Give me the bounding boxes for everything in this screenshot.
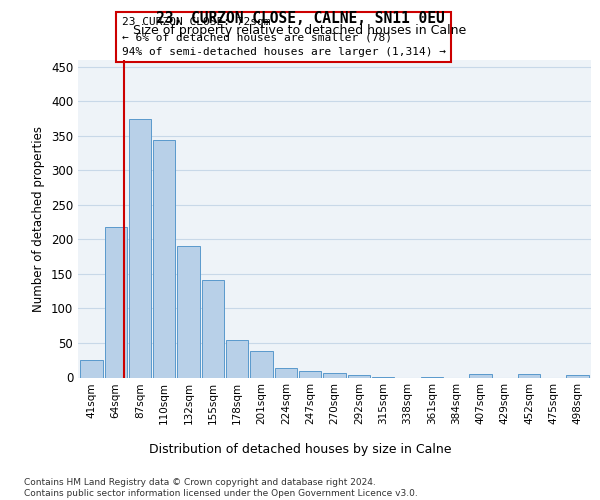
Bar <box>347 374 370 378</box>
Text: Contains HM Land Registry data © Crown copyright and database right 2024.
Contai: Contains HM Land Registry data © Crown c… <box>24 478 418 498</box>
Text: 23 CURZON CLOSE: 72sqm
← 6% of detached houses are smaller (78)
94% of semi-deta: 23 CURZON CLOSE: 72sqm ← 6% of detached … <box>122 17 446 57</box>
Bar <box>421 377 443 378</box>
Bar <box>275 368 297 378</box>
Text: Distribution of detached houses by size in Calne: Distribution of detached houses by size … <box>149 442 451 456</box>
Bar <box>566 374 589 378</box>
Bar <box>226 340 248 378</box>
Text: Size of property relative to detached houses in Calne: Size of property relative to detached ho… <box>133 24 467 37</box>
Bar <box>299 372 322 378</box>
Bar <box>250 352 273 378</box>
Bar <box>323 374 346 378</box>
Bar <box>178 246 200 378</box>
Bar <box>129 118 151 378</box>
Bar <box>202 280 224 378</box>
Text: 23, CURZON CLOSE, CALNE, SN11 0EU: 23, CURZON CLOSE, CALNE, SN11 0EU <box>155 11 445 26</box>
Bar <box>153 140 175 378</box>
Bar <box>469 374 491 378</box>
Bar <box>372 377 394 378</box>
Y-axis label: Number of detached properties: Number of detached properties <box>32 126 46 312</box>
Bar <box>80 360 103 378</box>
Bar <box>518 374 540 378</box>
Bar <box>104 227 127 378</box>
